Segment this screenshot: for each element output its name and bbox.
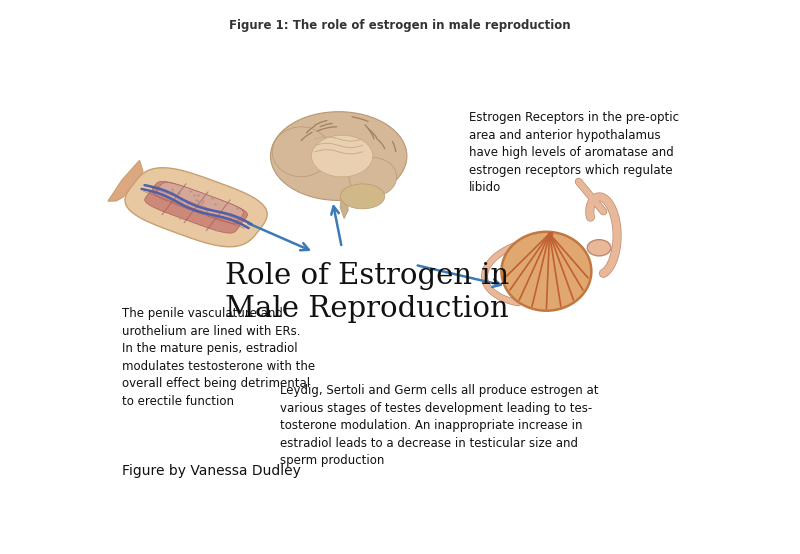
Polygon shape [145,191,240,233]
Ellipse shape [272,127,330,177]
Text: Figure by Vanessa Dudley: Figure by Vanessa Dudley [122,464,301,478]
Polygon shape [152,181,247,224]
Ellipse shape [311,135,373,177]
Polygon shape [158,183,243,220]
Ellipse shape [587,240,611,256]
Polygon shape [108,160,143,201]
Text: The penile vasculature and
urothelium are lined with ERs.
In the mature penis, e: The penile vasculature and urothelium ar… [122,307,315,408]
Text: Leydig, Sertoli and Germ cells all produce estrogen at
various stages of testes : Leydig, Sertoli and Germ cells all produ… [280,384,598,467]
Ellipse shape [502,232,591,311]
Ellipse shape [270,112,407,201]
Text: Estrogen Receptors in the pre-optic
area and anterior hypothalamus
have high lev: Estrogen Receptors in the pre-optic area… [469,111,679,194]
Text: Role of Estrogen in
Male Reproduction: Role of Estrogen in Male Reproduction [225,262,509,324]
Ellipse shape [341,184,385,209]
Polygon shape [125,168,267,247]
Polygon shape [340,191,348,219]
Text: Figure 1: The role of estrogen in male reproduction: Figure 1: The role of estrogen in male r… [229,19,571,32]
Ellipse shape [349,157,397,196]
